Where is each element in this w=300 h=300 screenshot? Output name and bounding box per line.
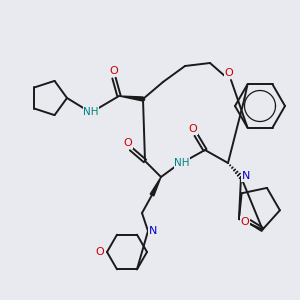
Text: O: O: [96, 247, 104, 257]
Text: O: O: [124, 138, 132, 148]
Text: O: O: [189, 124, 197, 134]
Text: N: N: [149, 226, 157, 236]
Polygon shape: [119, 96, 143, 101]
Text: O: O: [225, 68, 233, 78]
Text: O: O: [110, 66, 118, 76]
Text: NH: NH: [83, 107, 99, 117]
Text: O: O: [240, 217, 249, 226]
Text: N: N: [242, 171, 250, 181]
Text: NH: NH: [174, 158, 190, 168]
Polygon shape: [150, 177, 161, 196]
